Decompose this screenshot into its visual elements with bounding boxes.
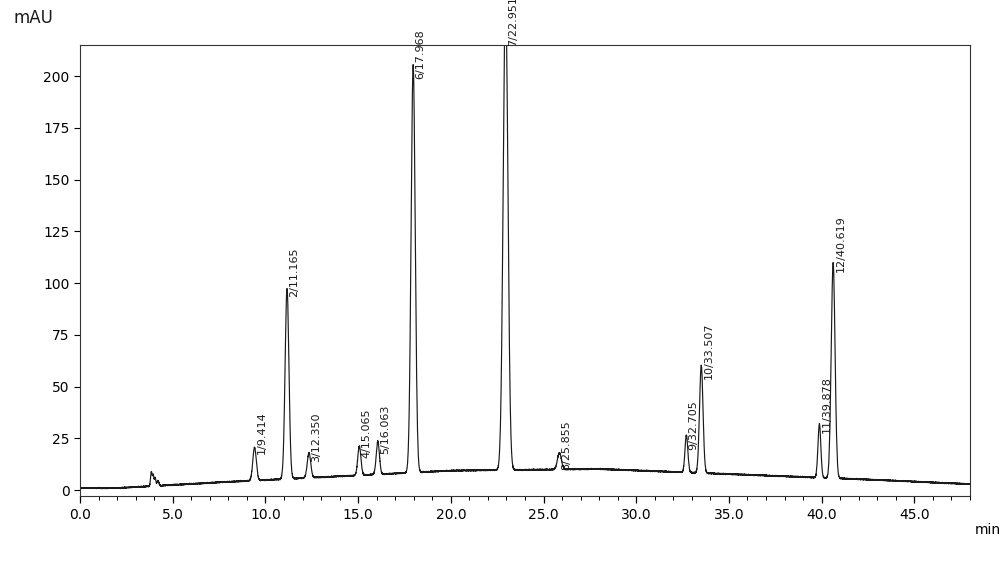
Text: 7/22.951: 7/22.951 — [508, 0, 518, 46]
Text: 6/17.968: 6/17.968 — [415, 29, 425, 80]
Text: 11/39.878: 11/39.878 — [822, 376, 832, 433]
X-axis label: min: min — [975, 523, 1000, 537]
Text: 3/12.350: 3/12.350 — [311, 413, 321, 462]
Text: 9/32.705: 9/32.705 — [689, 400, 699, 450]
Text: 12/40.619: 12/40.619 — [835, 215, 845, 272]
Text: 4/15.065: 4/15.065 — [362, 408, 372, 458]
Text: 8/25.855: 8/25.855 — [562, 421, 572, 470]
Text: 1/9.414: 1/9.414 — [257, 411, 267, 454]
Text: 5/16.063: 5/16.063 — [380, 404, 390, 454]
Text: 10/33.507: 10/33.507 — [704, 323, 714, 380]
Text: 2/11.165: 2/11.165 — [289, 247, 299, 297]
Text: mAU: mAU — [13, 9, 53, 27]
